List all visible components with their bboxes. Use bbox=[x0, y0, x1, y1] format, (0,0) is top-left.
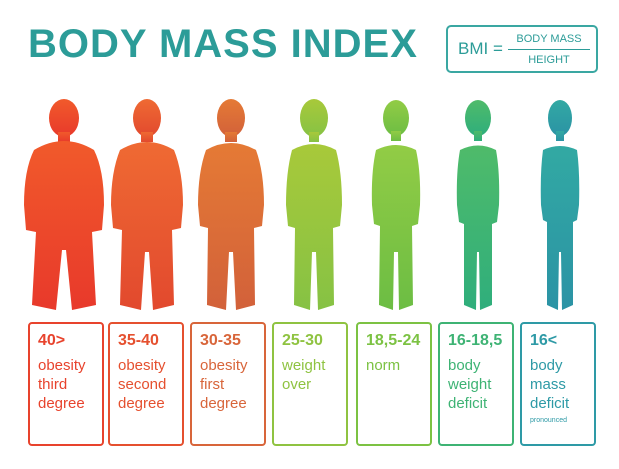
silhouette-norm bbox=[371, 100, 421, 310]
formula-denominator: HEIGHT bbox=[528, 54, 570, 66]
category-label-line: first bbox=[200, 376, 225, 393]
category-label-line: norm bbox=[366, 357, 401, 374]
category-label-line: obesity bbox=[38, 357, 86, 374]
category-label-line: degree bbox=[200, 395, 247, 412]
category-label-line: third bbox=[38, 376, 68, 393]
bmi-formula: BMI = BODY MASS HEIGHT bbox=[446, 25, 598, 73]
bmi-range: 40> bbox=[38, 332, 66, 349]
formula-lhs: BMI = bbox=[458, 39, 503, 58]
category-label-line: deficit bbox=[530, 395, 570, 412]
bmi-range: 16< bbox=[530, 332, 558, 349]
category-box: 30-35 obesity first degree bbox=[190, 322, 266, 446]
category-label-line: weight bbox=[448, 376, 492, 393]
category-label-line: second bbox=[118, 376, 167, 393]
category-label-line: mass bbox=[530, 376, 566, 393]
bmi-range: 25-30 bbox=[282, 332, 323, 349]
page-title: BODY MASS INDEX bbox=[28, 22, 418, 66]
category-box: 35-40 obesity second degree bbox=[108, 322, 184, 446]
category-box: 16< body mass deficit pronounced bbox=[520, 322, 596, 446]
category-label-line: body bbox=[530, 357, 563, 374]
bmi-range: 35-40 bbox=[118, 332, 159, 349]
formula-fraction-bar bbox=[508, 49, 590, 50]
category-note: pronounced bbox=[530, 417, 567, 424]
category-label-line: degree bbox=[118, 395, 165, 412]
category-label-line: weight bbox=[282, 357, 326, 374]
bmi-range: 16-18,5 bbox=[448, 332, 503, 349]
category-box: 16-18,5 body weight deficit bbox=[438, 322, 514, 446]
category-label-line: degree bbox=[38, 395, 85, 412]
body-silhouettes bbox=[24, 99, 580, 310]
category-label-line: over bbox=[282, 376, 312, 393]
silhouette-mass-deficit bbox=[540, 100, 580, 310]
category-label-line: deficit bbox=[448, 395, 488, 412]
silhouette-obesity-third bbox=[24, 99, 104, 310]
silhouette-obesity-first bbox=[198, 99, 264, 310]
category-box: 25-30 weight over bbox=[272, 322, 348, 446]
silhouette-weight-deficit bbox=[456, 100, 500, 310]
bmi-range: 18,5-24 bbox=[366, 332, 421, 349]
category-box: 40> obesity third degree bbox=[28, 322, 104, 446]
category-label-line: obesity bbox=[118, 357, 166, 374]
bmi-range: 30-35 bbox=[200, 332, 241, 349]
category-label-line: obesity bbox=[200, 357, 248, 374]
category-label-line: body bbox=[448, 357, 481, 374]
category-box: 18,5-24 norm bbox=[356, 322, 432, 446]
formula-numerator: BODY MASS bbox=[516, 33, 582, 45]
silhouette-weight-over bbox=[286, 99, 342, 310]
silhouette-obesity-second bbox=[111, 99, 183, 310]
